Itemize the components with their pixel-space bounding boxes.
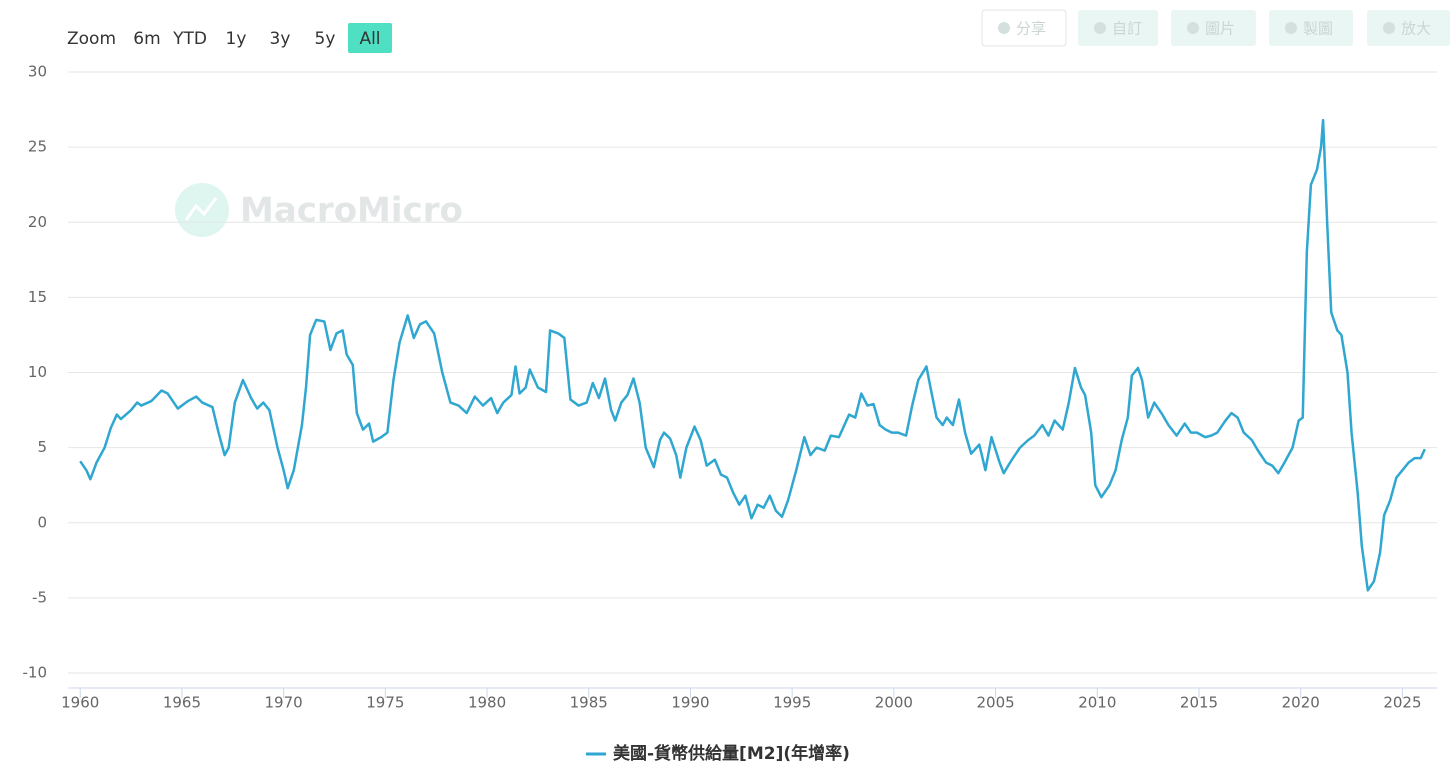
toolbar-label[interactable]: 分享 bbox=[1016, 20, 1046, 38]
zoom-label: Zoom bbox=[67, 29, 116, 49]
toolbar-icon bbox=[1187, 22, 1199, 34]
x-tick-label: 2010 bbox=[1078, 694, 1116, 712]
toolbar-label[interactable]: 自訂 bbox=[1112, 20, 1142, 38]
y-tick-label: 25 bbox=[28, 138, 47, 156]
toolbar-icon bbox=[1094, 22, 1106, 34]
y-tick-label: -5 bbox=[32, 588, 47, 606]
x-tick-label: 1970 bbox=[265, 694, 303, 712]
legend[interactable]: 美國-貨幣供給量[M2](年增率) bbox=[586, 743, 850, 764]
zoom-button[interactable]: 3y bbox=[270, 29, 291, 49]
watermark-text: MacroMicro bbox=[240, 191, 463, 231]
zoom-button[interactable]: 1y bbox=[226, 29, 247, 49]
x-tick-label: 2015 bbox=[1180, 694, 1218, 712]
x-tick-label: 1995 bbox=[773, 694, 811, 712]
zoom-bar: Zoom 6m YTD 1y 3y 5y All bbox=[67, 23, 392, 53]
toolbar-button[interactable] bbox=[1171, 10, 1256, 46]
y-tick-label: 30 bbox=[28, 63, 47, 81]
watermark-logo-line bbox=[184, 197, 218, 221]
toolbar-icon bbox=[1285, 22, 1297, 34]
toolbar: 分享 自訂 圖片 製圖 放大 bbox=[981, 9, 1450, 47]
zoom-button[interactable]: YTD bbox=[172, 29, 207, 49]
toolbar-icon bbox=[998, 22, 1010, 34]
x-tick-label: 1960 bbox=[61, 694, 99, 712]
x-tick-label: 1985 bbox=[570, 694, 608, 712]
y-tick-label: 20 bbox=[28, 213, 47, 231]
zoom-button[interactable]: All bbox=[359, 29, 380, 49]
toolbar-button[interactable] bbox=[1078, 10, 1158, 46]
toolbar-button[interactable] bbox=[981, 9, 1067, 47]
y-tick-label: -10 bbox=[23, 664, 48, 682]
y-tick-label: 0 bbox=[37, 513, 47, 531]
toolbar-label[interactable]: 製圖 bbox=[1303, 20, 1333, 38]
x-tick-label: 2020 bbox=[1282, 694, 1320, 712]
y-tick-label: 10 bbox=[28, 363, 47, 381]
series-line bbox=[79, 118, 1426, 592]
x-tick-label: 1965 bbox=[163, 694, 201, 712]
toolbar-icon bbox=[1383, 22, 1395, 34]
x-tick-label: 1975 bbox=[366, 694, 404, 712]
x-tick-label: 2005 bbox=[976, 694, 1014, 712]
x-tick-label: 2000 bbox=[875, 694, 913, 712]
zoom-button[interactable]: 6m bbox=[133, 29, 160, 49]
toolbar-button[interactable] bbox=[1269, 10, 1353, 46]
zoom-button-bg[interactable] bbox=[348, 23, 392, 53]
y-tick-label: 15 bbox=[28, 288, 47, 306]
toolbar-button[interactable] bbox=[1367, 10, 1450, 46]
toolbar-label[interactable]: 放大 bbox=[1401, 20, 1431, 38]
legend-label[interactable]: 美國-貨幣供給量[M2](年增率) bbox=[613, 743, 850, 764]
y-tick-label: 5 bbox=[37, 438, 47, 456]
watermark: MacroMicro bbox=[175, 183, 463, 237]
x-tick-label: 1990 bbox=[671, 694, 709, 712]
x-tick-label: 1980 bbox=[468, 694, 506, 712]
x-tick-label: 2025 bbox=[1383, 694, 1421, 712]
zoom-button[interactable]: 5y bbox=[315, 29, 336, 49]
toolbar-label[interactable]: 圖片 bbox=[1205, 20, 1235, 38]
